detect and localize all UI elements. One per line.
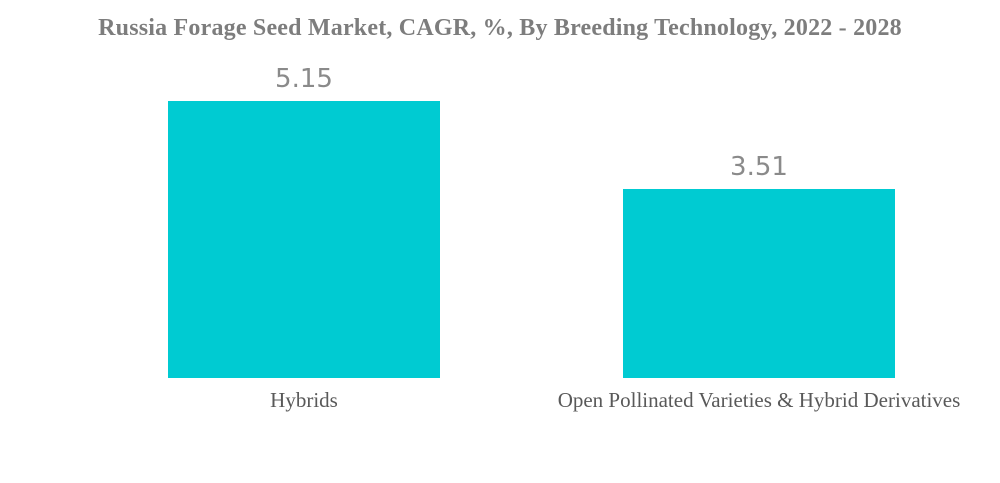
category-label-open-pollinated: Open Pollinated Varieties & Hybrid Deriv… bbox=[557, 388, 961, 412]
bar-group-hybrids: 5.15 bbox=[168, 66, 440, 378]
plot-area: 5.15 3.51 bbox=[168, 66, 895, 378]
bar-hybrids bbox=[168, 101, 440, 378]
bar-group-open-pollinated: 3.51 bbox=[623, 154, 895, 378]
category-label-hybrids: Hybrids bbox=[270, 388, 338, 412]
chart-title: Russia Forage Seed Market, CAGR, %, By B… bbox=[98, 15, 902, 41]
bar-open-pollinated bbox=[623, 189, 895, 378]
bar-value-label-open-pollinated: 3.51 bbox=[730, 152, 788, 182]
bar-value-label-hybrids: 5.15 bbox=[275, 64, 333, 94]
